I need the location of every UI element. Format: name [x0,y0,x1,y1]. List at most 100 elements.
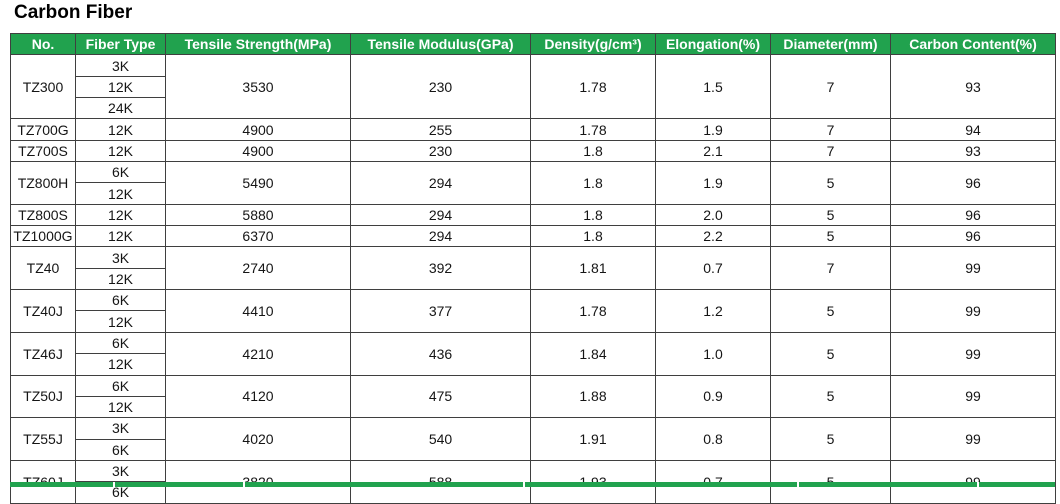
density-cell: 1.8 [530,161,656,205]
diameter-cell: 5 [770,289,891,333]
fiber-type-cell: 12K [75,310,166,333]
tensile-modulus-cell: 255 [350,118,531,141]
table-row: TZ300 3K 3530 230 1.78 1.5 7 93 [10,54,1056,120]
table-row: 12K [11,353,1056,376]
fiber-type-cell: 12K [75,203,166,227]
no-cell: TZ46J [10,331,76,376]
elongation-cell: 0.8 [655,417,771,461]
col-header-diameter: Diameter(mm) [770,32,891,56]
table-row: TZ700S 12K 4900 230 1.8 2.1 7 93 [10,139,1056,163]
table-row: TZ60J 3K 3820 588 1.93 0.7 5 99 [10,459,1056,504]
column-divider [977,482,979,487]
diameter-cell: 7 [770,139,891,163]
carbon-content-cell: 99 [890,417,1056,461]
tensile-modulus-cell: 475 [350,374,531,419]
carbon-content-cell: 96 [890,161,1056,205]
diameter-cell: 5 [770,374,891,419]
table-row: TZ1000G 12K 6370 294 1.8 2.2 5 96 [10,225,1056,248]
no-cell: TZ40 [10,246,76,291]
density-cell: 1.81 [530,246,656,291]
tensile-strength-cell: 4900 [165,118,351,141]
density-cell: 1.78 [530,289,656,333]
no-cell: TZ800S [10,203,76,227]
table-row: TZ800H 6K 5490 294 1.8 1.9 5 96 [10,161,1056,205]
no-cell: TZ55J [10,417,76,461]
density-cell: 1.88 [530,374,656,419]
fiber-type-cell: 3K [75,54,166,77]
diameter-cell: 5 [770,417,891,461]
column-divider [113,482,115,487]
diameter-cell: 5 [770,161,891,205]
tensile-modulus-cell: 294 [350,161,531,205]
elongation-cell: 1.9 [655,161,771,205]
diameter-cell: 7 [770,54,891,120]
tensile-strength-cell: 4020 [165,417,351,461]
fiber-type-cell: 12K [75,75,166,99]
elongation-cell: 2.2 [655,225,771,248]
diameter-cell: 5 [770,331,891,376]
table-row: TZ40J 6K 4410 377 1.78 1.2 5 99 [10,289,1056,333]
diameter-cell: 5 [770,203,891,227]
density-cell: 1.8 [530,203,656,227]
carbon-content-cell: 99 [890,374,1056,419]
fiber-type-cell: 3K [75,459,166,483]
tensile-modulus-cell: 294 [350,203,531,227]
table-row: 12K [11,75,1056,99]
diameter-cell: 5 [770,225,891,248]
no-cell: TZ50J [10,374,76,419]
fiber-type-cell: 12K [75,225,166,248]
fiber-type-cell: 6K [75,161,166,184]
fiber-type-cell: 12K [75,395,166,419]
density-cell: 1.78 [530,118,656,141]
carbon-content-cell: 93 [890,54,1056,120]
tensile-strength-cell: 2740 [165,246,351,291]
no-cell: TZ40J [10,289,76,333]
fiber-type-cell: 3K [75,246,166,269]
table-row: TZ46J 6K 4210 436 1.84 1.0 5 99 [10,331,1056,376]
next-table-header-strip [10,482,1055,487]
carbon-fiber-spec-table: No. Fiber Type Tensile Strength(MPa) Ten… [10,32,1056,504]
column-divider [523,482,525,487]
no-cell: TZ700S [10,139,76,163]
column-divider [243,482,245,487]
no-cell: TZ800H [10,161,76,205]
col-header-carbon-content: Carbon Content(%) [890,32,1056,56]
table-row: TZ40 3K 2740 392 1.81 0.7 7 99 [10,246,1056,291]
table-row: TZ800S 12K 5880 294 1.8 2.0 5 96 [10,203,1056,227]
tensile-strength-cell: 4900 [165,139,351,163]
fiber-type-cell: 12K [75,139,166,163]
tensile-modulus-cell: 377 [350,289,531,333]
elongation-cell: 1.5 [655,54,771,120]
no-cell: TZ700G [10,118,76,141]
carbon-content-cell: 93 [890,139,1056,163]
elongation-cell: 0.9 [655,374,771,419]
tensile-strength-cell: 4120 [165,374,351,419]
carbon-content-cell: 96 [890,225,1056,248]
fiber-type-cell: 6K [75,438,166,461]
tensile-modulus-cell: 230 [350,54,531,120]
density-cell: 1.8 [530,225,656,248]
table-row: TZ700G 12K 4900 255 1.78 1.9 7 94 [10,118,1056,141]
elongation-cell: 1.0 [655,331,771,376]
elongation-cell: 2.0 [655,203,771,227]
page-title: Carbon Fiber [14,2,133,23]
fiber-type-cell: 6K [75,289,166,312]
carbon-content-cell: 99 [890,331,1056,376]
fiber-type-cell: 12K [75,182,166,205]
tensile-strength-cell: 3530 [165,54,351,120]
col-header-elongation: Elongation(%) [655,32,771,56]
col-header-tensile-modulus: Tensile Modulus(GPa) [350,32,531,56]
table-row: 12K [11,310,1056,333]
density-cell: 1.8 [530,139,656,163]
tensile-modulus-cell: 436 [350,331,531,376]
col-header-tensile-strength: Tensile Strength(MPa) [165,32,351,56]
tensile-modulus-cell: 540 [350,417,531,461]
no-cell: TZ300 [10,54,76,120]
carbon-content-cell: 99 [890,246,1056,291]
table-row: 12K [11,182,1056,205]
carbon-content-cell: 94 [890,118,1056,141]
tensile-strength-cell: 4410 [165,289,351,333]
col-header-fiber-type: Fiber Type [75,32,166,56]
tensile-modulus-cell: 392 [350,246,531,291]
tensile-modulus-cell: 230 [350,139,531,163]
